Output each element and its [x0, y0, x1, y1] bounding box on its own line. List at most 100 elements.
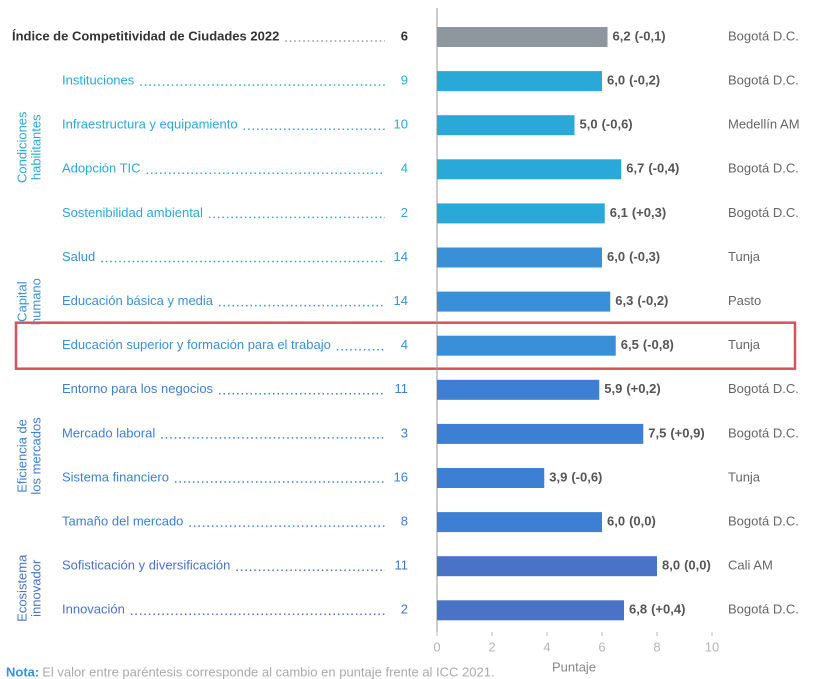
category-label: Infraestructura y equipamiento: [62, 117, 238, 132]
rank: 16: [394, 469, 408, 484]
category-label: Salud: [62, 249, 95, 264]
bar: [437, 600, 624, 621]
category-label: Educación superior y formación para el t…: [62, 337, 331, 352]
leader-city: Bogotá D.C.: [728, 205, 799, 220]
change-label: (0,0): [629, 514, 656, 529]
x-tick-label: 6: [598, 639, 605, 654]
rank: 14: [394, 249, 408, 264]
rank: 2: [401, 205, 408, 220]
leader-city: Bogotá D.C.: [728, 514, 799, 529]
bar: [437, 468, 545, 488]
group-label: Ecosistema: [14, 554, 29, 622]
rank: 8: [401, 514, 408, 529]
value-label: 6,0: [607, 514, 625, 529]
bar: [437, 203, 605, 224]
bar: [437, 512, 602, 533]
bar: [437, 423, 644, 444]
change-label: (+0,9): [670, 425, 704, 440]
category-label: Educación básica y media: [62, 293, 214, 308]
bar: [437, 556, 657, 577]
value-label: 3,9: [549, 469, 567, 484]
bar: [437, 379, 600, 400]
x-axis-label: Puntaje: [552, 659, 596, 674]
value-label: 6,8: [629, 602, 647, 617]
highlight-box: [14, 321, 797, 370]
category-label: Adopción TIC: [62, 161, 141, 176]
bar: [437, 247, 602, 268]
change-label: (-0,6): [602, 117, 633, 132]
change-label: (-0,8): [643, 337, 674, 352]
leader-city: Bogotá D.C.: [728, 425, 799, 440]
x-tick-label: 10: [705, 639, 719, 654]
group-label: los mercados: [28, 417, 43, 495]
group-label: Condiciones: [14, 111, 29, 183]
category-label: Sistema financiero: [62, 469, 169, 484]
bar: [437, 27, 608, 47]
x-tick-label: 2: [488, 639, 495, 654]
rank: 2: [401, 602, 408, 617]
leader-city: Medellín AM: [728, 117, 800, 132]
group-label: humano: [28, 278, 43, 325]
rank: 11: [395, 381, 409, 396]
category-label: Sostenibilidad ambiental: [62, 205, 203, 220]
leader-city: Tunja: [728, 337, 761, 352]
x-tick-label: 8: [653, 639, 660, 654]
rank: 11: [395, 558, 409, 573]
change-label: (-0,3): [629, 249, 660, 264]
leader-city: Cali AM: [728, 558, 773, 573]
change-label: (0,0): [684, 558, 711, 573]
note-label: Nota:: [6, 664, 39, 679]
value-label: 5,0: [580, 117, 598, 132]
category-label: Tamaño del mercado: [62, 514, 183, 529]
rank: 10: [394, 117, 408, 132]
change-label: (+0,2): [626, 381, 660, 396]
leader-city: Pasto: [728, 293, 761, 308]
change-label: (-0,4): [648, 161, 679, 176]
value-label: 6,5: [621, 337, 639, 352]
value-label: 8,0: [662, 558, 680, 573]
bar: [437, 159, 622, 180]
change-label: (+0,4): [651, 602, 685, 617]
leader-city: Bogotá D.C.: [728, 73, 799, 88]
bar: [437, 115, 575, 136]
leader-city: Bogotá D.C.: [728, 28, 799, 43]
leader-city: Tunja: [728, 249, 761, 264]
value-label: 6,7: [626, 161, 644, 176]
value-label: 6,0: [607, 73, 625, 88]
x-tick-label: 0: [433, 639, 440, 654]
bar: [437, 71, 602, 92]
group-label: Eficiencia de: [14, 419, 29, 493]
bar: [437, 291, 611, 312]
category-label: Instituciones: [62, 73, 135, 88]
leader-city: Bogotá D.C.: [728, 381, 799, 396]
category-label: Sofisticación y diversificación: [62, 558, 230, 573]
value-label: 6,3: [615, 293, 633, 308]
change-label: (-0,6): [571, 469, 602, 484]
value-label: 7,5: [648, 425, 666, 440]
rank: 3: [401, 425, 408, 440]
rank: 4: [401, 161, 408, 176]
value-label: 6,2: [613, 28, 631, 43]
rank: 9: [401, 73, 408, 88]
category-label: Índice de Competitividad de Ciudades 202…: [12, 28, 279, 43]
value-label: 5,9: [604, 381, 622, 396]
group-label: habilitantes: [28, 114, 43, 180]
leader-city: Bogotá D.C.: [728, 602, 799, 617]
value-label: 6,0: [607, 249, 625, 264]
bar: [437, 335, 616, 356]
rank: 14: [394, 293, 408, 308]
rank: 4: [401, 337, 408, 352]
change-label: (-0,2): [637, 293, 668, 308]
category-label: Innovación: [62, 602, 125, 617]
change-label: (-0,2): [629, 73, 660, 88]
change-label: (-0,1): [635, 28, 666, 43]
leader-city: Tunja: [728, 469, 761, 484]
category-label: Mercado laboral: [62, 425, 155, 440]
rank: 6: [401, 28, 408, 43]
value-label: 6,1: [610, 205, 628, 220]
x-tick-label: 4: [543, 639, 550, 654]
change-label: (+0,3): [632, 205, 666, 220]
group-label: innovador: [28, 559, 43, 617]
group-label: Capital: [14, 281, 29, 322]
